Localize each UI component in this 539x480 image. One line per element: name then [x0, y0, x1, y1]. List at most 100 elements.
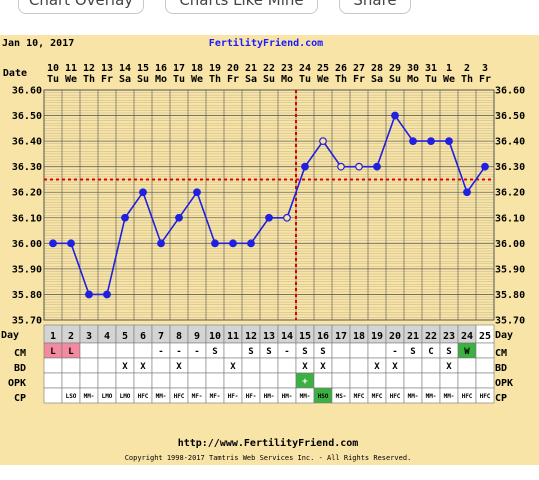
opk-cell-bg — [313, 372, 333, 389]
temperature-point — [67, 239, 75, 248]
date-number: 28 — [371, 63, 383, 74]
day-cell: 19 — [371, 331, 383, 342]
row-labels-right: Day CM BD OPK CP — [495, 330, 513, 404]
cm-cell: W — [464, 347, 470, 357]
cp-cell-bg — [43, 387, 63, 404]
cm-cell: S — [248, 347, 253, 357]
date-number: 15 — [137, 63, 149, 74]
cp-cell: MM- — [84, 393, 95, 400]
y-tick-label: 36.30 — [12, 162, 42, 173]
cp-row-label-right: CP — [495, 393, 507, 404]
observation-table: 1 2 3 4 5 6 7 8 9 10 11 12 13 14 15 16 17 18 19 20 21 22 23 24 2… — [43, 324, 495, 404]
temperature-point — [139, 188, 147, 197]
cp-cell: HFC — [174, 393, 185, 400]
date-weekday: Th — [461, 74, 473, 85]
day-cell: 3 — [86, 331, 92, 342]
opk-cell-bg — [43, 372, 63, 389]
date-number: 20 — [227, 63, 239, 74]
date-weekday: Th — [83, 74, 95, 85]
bd-row-label: BD — [14, 363, 26, 374]
day-row-label-right: Day — [495, 330, 513, 341]
date-number: 1 — [446, 63, 452, 74]
cm-cell-bg — [349, 342, 369, 359]
date-weekday: Su — [389, 74, 401, 85]
day-cell: 1 — [50, 331, 56, 342]
cp-cell: MF- — [210, 393, 221, 400]
day-cell: 21 — [407, 331, 419, 342]
temperature-point — [463, 188, 471, 197]
day-cell: 17 — [335, 331, 347, 342]
day-cell: 23 — [443, 331, 455, 342]
date-number: 2 — [464, 63, 470, 74]
day-cell: 9 — [194, 331, 200, 342]
date-number: 10 — [47, 63, 59, 74]
date-weekday: Sa — [119, 74, 131, 85]
chart-date: Jan 10, 2017 — [2, 38, 74, 49]
y-tick-label: 36.00 — [12, 239, 42, 250]
date-weekday: Sa — [245, 74, 257, 85]
temperature-point — [247, 239, 255, 248]
cp-cell: MF- — [192, 393, 203, 400]
charts-like-mine-button[interactable]: Charts Like Mine — [165, 0, 318, 14]
opk-cell-bg — [385, 372, 405, 389]
y-tick-label-right: 36.10 — [495, 213, 525, 224]
bd-cell-bg — [421, 357, 441, 374]
date-weekday: Fr — [353, 74, 365, 85]
cm-cell: - — [392, 347, 397, 357]
date-number: 14 — [119, 63, 131, 74]
temperature-point — [301, 162, 309, 171]
cp-cell: HFC — [480, 393, 491, 400]
date-number: 18 — [191, 63, 203, 74]
cm-cell-bg — [331, 342, 351, 359]
chart-overlay-button[interactable]: Chart Overlay — [18, 0, 144, 14]
cp-cell: HSO — [318, 393, 329, 400]
date-weekday: Mo — [407, 74, 419, 85]
bd-cell-bg — [475, 357, 495, 374]
bd-cell: X — [176, 362, 182, 372]
site-name[interactable]: FertilityFriend.com — [209, 37, 323, 49]
cp-cell: HF- — [246, 393, 257, 400]
day-cell: 24 — [461, 331, 473, 342]
temperature-point — [337, 162, 345, 171]
y-tick-label-right: 36.40 — [495, 137, 525, 148]
cm-cell-bg — [79, 342, 99, 359]
date-weekday: Tu — [299, 74, 311, 85]
bd-cell-bg — [259, 357, 279, 374]
cp-cell: HM- — [264, 393, 275, 400]
temperature-point — [103, 290, 111, 299]
bd-cell-bg — [79, 357, 99, 374]
date-number: 29 — [389, 63, 401, 74]
temperature-point — [481, 162, 489, 171]
day-cell: 18 — [353, 331, 365, 342]
temperature-point — [373, 162, 381, 171]
date-number: 21 — [245, 63, 257, 74]
fertility-chart: Jan 10, 2017 FertilityFriend.com Date 10… — [0, 35, 539, 465]
temperature-point — [319, 137, 327, 146]
opk-cell-bg — [367, 372, 387, 389]
date-weekday: Fr — [227, 74, 239, 85]
opk-cell-bg — [187, 372, 207, 389]
cp-cell: MM- — [300, 393, 311, 400]
opk-cell-bg — [349, 372, 369, 389]
temperature-point — [121, 213, 129, 222]
share-button[interactable]: Share — [339, 0, 411, 14]
bd-cell: X — [320, 362, 326, 372]
day-cell: 13 — [263, 331, 275, 342]
temperature-point — [157, 239, 165, 248]
day-cell: 2 — [68, 331, 74, 342]
date-weekday: Tu — [47, 74, 59, 85]
opk-cell-bg — [205, 372, 225, 389]
footer-url[interactable]: http://www.FertilityFriend.com — [178, 437, 359, 449]
day-cell: 8 — [176, 331, 182, 342]
date-weekday: Th — [209, 74, 221, 85]
row-labels-left: Day CM BD OPK CP — [1, 330, 26, 404]
y-tick-label: 36.60 — [12, 86, 42, 97]
date-number: 25 — [317, 63, 329, 74]
date-weekday: Tu — [173, 74, 185, 85]
bd-cell-bg — [61, 357, 81, 374]
chart-toolbar: Chart Overlay Charts Like Mine Share — [0, 0, 539, 20]
date-weekday: Sa — [371, 74, 383, 85]
date-weekday: We — [443, 74, 455, 85]
temperature-point — [85, 290, 93, 299]
opk-cell-bg — [439, 372, 459, 389]
